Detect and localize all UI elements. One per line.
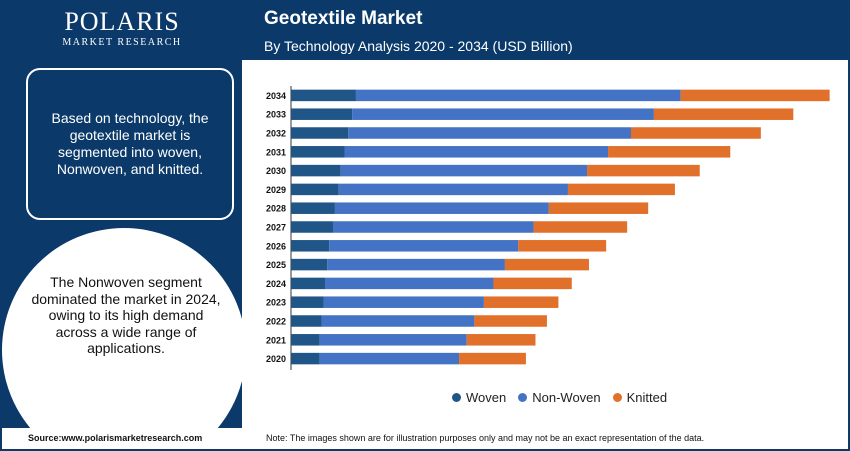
y-tick-label-2033: 2033 (266, 110, 286, 120)
y-tick-label-2029: 2029 (266, 185, 286, 195)
bar-woven-2022 (291, 315, 322, 327)
bar-knitted-2031 (608, 146, 731, 158)
bar-knitted-2026 (518, 240, 607, 252)
bar-knitted-2023 (483, 296, 559, 308)
bar-knitted-2034 (680, 89, 830, 102)
y-tick-label-2024: 2024 (266, 279, 286, 289)
bar-woven-2021 (291, 334, 320, 346)
y-tick-label-2022: 2022 (266, 317, 286, 327)
bar-knitted-2033 (653, 108, 794, 120)
segmentation-info-box: Based on technology, the geotextile mark… (26, 68, 234, 220)
y-tick-label-2023: 2023 (266, 298, 286, 308)
bar-knitted-2024 (493, 277, 572, 290)
bar-woven-2024 (291, 277, 326, 290)
bar-non-woven-2021 (319, 334, 467, 346)
bar-non-woven-2024 (325, 277, 494, 290)
legend-label-nonwoven: Non-Woven (532, 390, 601, 405)
chart-title: Geotextile Market (264, 8, 423, 29)
legend-swatch-nonwoven (518, 393, 528, 402)
bar-woven-2031 (291, 146, 345, 158)
bar-knitted-2020 (459, 352, 526, 365)
y-tick-label-2025: 2025 (266, 260, 286, 270)
y-tick-label-2028: 2028 (266, 204, 286, 214)
bar-non-woven-2028 (334, 202, 549, 214)
source-text: Source:www.polarismarketresearch.com (28, 433, 203, 443)
legend-label-woven: Woven (466, 390, 507, 405)
bar-woven-2023 (291, 296, 324, 308)
bar-knitted-2021 (466, 334, 536, 346)
logo-brand: POLARIS (64, 7, 180, 36)
y-tick-label-2034: 2034 (266, 91, 286, 101)
bar-woven-2026 (291, 240, 330, 252)
bar-woven-2025 (291, 258, 328, 271)
y-tick-label-2031: 2031 (266, 147, 286, 157)
footer: Source:www.polarismarketresearch.com Not… (2, 428, 848, 449)
y-tick-label-2027: 2027 (266, 223, 286, 233)
bar-woven-2034 (291, 89, 356, 102)
legend-item-woven: Woven (452, 390, 506, 405)
bar-knitted-2030 (587, 164, 700, 177)
y-tick-label-2020: 2020 (266, 354, 286, 364)
bar-non-woven-2027 (333, 221, 534, 233)
y-tick-label-2021: 2021 (266, 335, 286, 345)
bar-non-woven-2026 (329, 240, 519, 252)
bar-woven-2028 (291, 202, 335, 214)
bar-non-woven-2032 (348, 127, 631, 139)
bar-knitted-2025 (504, 258, 589, 271)
chart-legend: Woven Non-Woven Knitted (452, 390, 679, 405)
stacked-bar-chart: 2034 2033 2032 2031 2030 2029 2028 2027 2026 2025… (266, 86, 830, 370)
legend-swatch-knitted (612, 393, 622, 402)
bar-non-woven-2020 (319, 352, 460, 365)
bar-non-woven-2031 (344, 146, 609, 158)
logo-tagline: MARKET RESEARCH (62, 37, 182, 48)
bar-knitted-2027 (533, 221, 628, 233)
bar-knitted-2028 (548, 202, 649, 214)
disclaimer-note: Note: The images shown are for illustrat… (266, 433, 705, 443)
bar-woven-2020 (291, 352, 320, 365)
bar-non-woven-2029 (338, 183, 568, 196)
info-text: Based on technology, the geotextile mark… (51, 110, 209, 177)
bar-knitted-2029 (567, 183, 675, 196)
bar-non-woven-2033 (352, 108, 654, 120)
polaris-logo: POLARIS MARKET RESEARCH (2, 7, 242, 49)
bar-knitted-2022 (474, 315, 547, 327)
highlight-circle (2, 228, 242, 428)
chart-header: Geotextile Market By Technology Analysis… (242, 2, 848, 60)
bar-knitted-2032 (630, 127, 761, 139)
bar-non-woven-2023 (323, 296, 484, 308)
y-tick-label-2030: 2030 (266, 166, 286, 176)
bar-woven-2027 (291, 221, 334, 233)
bar-woven-2033 (291, 108, 353, 120)
legend-item-nonwoven: Non-Woven (518, 390, 601, 405)
y-tick-label-2026: 2026 (266, 241, 286, 251)
bar-non-woven-2030 (340, 164, 588, 177)
bar-non-woven-2034 (355, 89, 681, 102)
bar-non-woven-2025 (327, 258, 505, 271)
legend-swatch-woven (452, 393, 461, 402)
legend-item-knitted: Knitted (612, 390, 668, 405)
bar-woven-2032 (291, 127, 349, 139)
legend-label-knitted: Knitted (626, 390, 668, 405)
y-tick-label-2032: 2032 (266, 129, 286, 139)
left-panel: POLARIS MARKET RESEARCH Based on technol… (2, 2, 242, 428)
bar-woven-2029 (291, 183, 339, 196)
chart-subtitle: By Technology Analysis 2020 - 2034 (USD … (264, 38, 573, 54)
bar-woven-2030 (291, 164, 341, 177)
highlight-text: The Nonwoven segment dominated the marke… (31, 274, 221, 356)
bar-non-woven-2022 (321, 315, 475, 327)
